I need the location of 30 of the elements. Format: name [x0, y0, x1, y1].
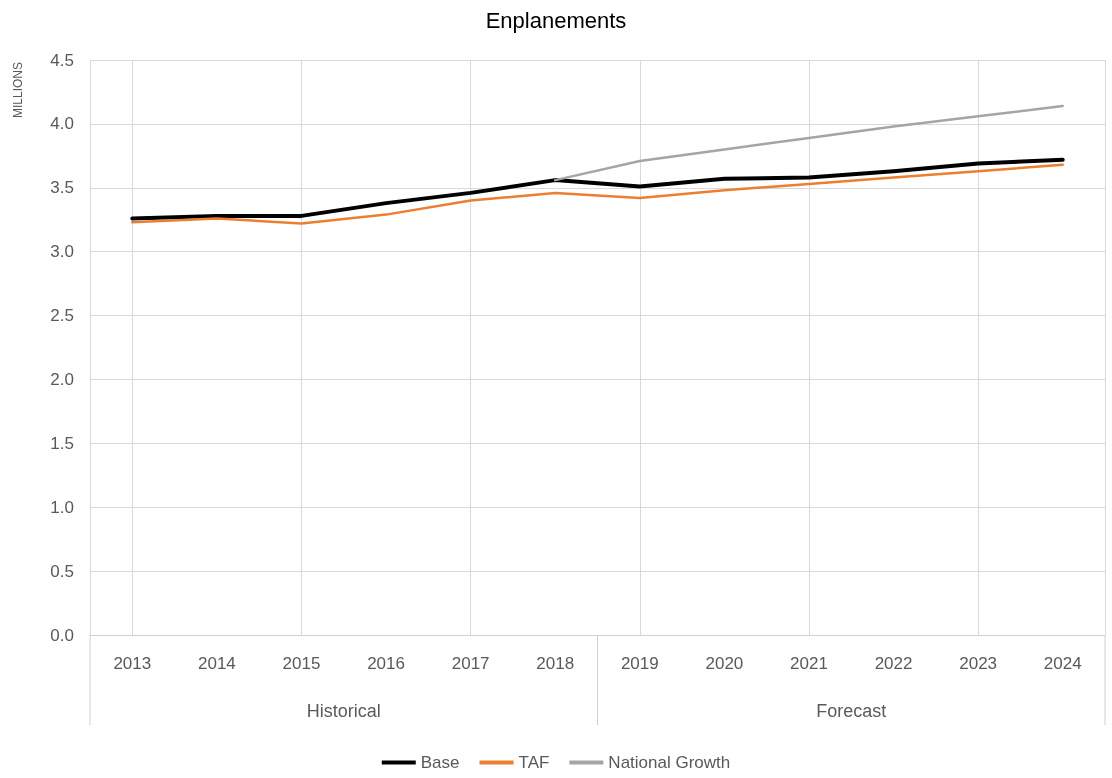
legend-label: TAF: [518, 753, 550, 772]
x-tick-label: 2022: [874, 654, 913, 673]
x-tick-label: 2024: [1043, 654, 1082, 673]
x-tick-label: 2014: [197, 654, 236, 673]
x-tick-label: 2019: [620, 654, 659, 673]
text: Historical: [306, 701, 381, 721]
y-tick-label: 4.0: [50, 114, 74, 134]
y-tick-label: 1.5: [50, 433, 74, 453]
x-tick-label: 2018: [536, 654, 575, 673]
y-tick-label: 3.0: [50, 242, 74, 262]
x-tick-label: 2023: [959, 654, 998, 673]
y-tick-label: 2.5: [50, 306, 74, 326]
legend-label: National Growth: [608, 753, 731, 772]
text: Forecast: [816, 701, 887, 721]
x-tick-label: 2021: [790, 654, 828, 673]
y-tick-label: 0.0: [50, 625, 74, 645]
y-tick-label: 1.0: [50, 497, 74, 517]
y-tick-label: 0.5: [50, 561, 74, 581]
x-tick-label: 2016: [367, 654, 405, 673]
y-tick-label: 4.5: [50, 50, 74, 70]
y-tick-label: 2.0: [50, 369, 74, 389]
y-tick-label: 3.5: [50, 178, 74, 198]
x-tick-label: 2015: [282, 654, 321, 673]
x-tick-label: 2017: [451, 654, 490, 673]
legend-label: Base: [420, 753, 460, 772]
line-series: [553, 104, 1064, 182]
chart-title: Enplanements: [485, 7, 627, 33]
x-tick-label: 2013: [113, 654, 152, 673]
x-tick-label: 2020: [705, 654, 744, 673]
y-axis-title: MILLIONS: [11, 62, 25, 119]
